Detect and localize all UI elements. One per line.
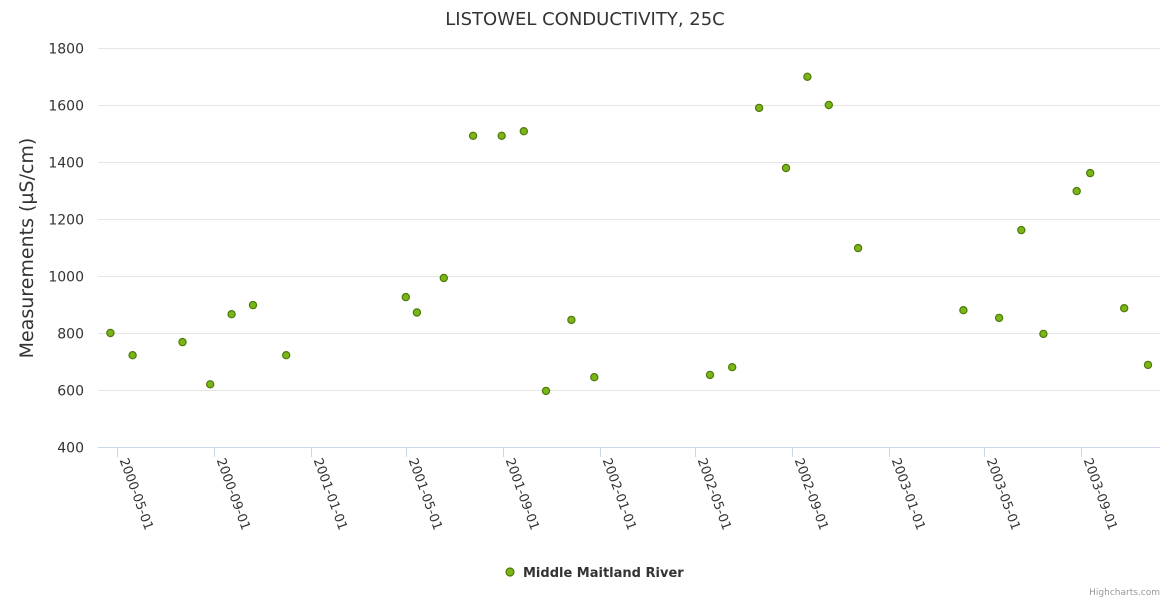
data-point[interactable]	[803, 72, 812, 82]
y-tick-label: 600	[57, 384, 84, 400]
data-point[interactable]	[1143, 360, 1153, 370]
data-point[interactable]	[705, 370, 715, 380]
data-point[interactable]	[282, 351, 291, 360]
data-point[interactable]	[824, 100, 834, 110]
data-point[interactable]	[959, 306, 968, 315]
data-point[interactable]	[590, 373, 599, 382]
data-point[interactable]	[468, 131, 478, 140]
y-tick-label: 800	[57, 327, 84, 343]
data-point[interactable]	[1085, 168, 1095, 178]
series-middle-maitland-river	[106, 72, 1153, 396]
data-point[interactable]	[567, 315, 576, 325]
y-tick-label: 1000	[48, 270, 84, 286]
data-point[interactable]	[128, 351, 137, 360]
y-tick-label: 1200	[48, 213, 84, 229]
data-point[interactable]	[519, 126, 529, 136]
data-point[interactable]	[754, 103, 764, 113]
legend[interactable]: Middle Maitland River	[505, 566, 684, 581]
data-point[interactable]	[994, 313, 1004, 323]
y-gridlines	[98, 48, 1160, 391]
data-point[interactable]	[497, 131, 506, 140]
data-point[interactable]	[401, 292, 410, 302]
credits-link[interactable]: Highcharts.com	[1089, 588, 1160, 598]
chart-title: LISTOWEL CONDUCTIVITY, 25C	[445, 9, 724, 30]
data-point[interactable]	[248, 300, 258, 310]
legend-item-label[interactable]: Middle Maitland River	[523, 566, 684, 581]
data-point[interactable]	[1119, 304, 1129, 313]
data-point[interactable]	[853, 243, 863, 253]
data-point[interactable]	[1039, 329, 1048, 339]
data-point[interactable]	[227, 310, 236, 319]
y-tick-label: 1400	[48, 156, 84, 172]
data-point[interactable]	[106, 328, 115, 338]
y-tick-label: 1600	[48, 99, 84, 115]
data-point[interactable]	[1072, 186, 1081, 196]
y-tick-label: 1800	[48, 42, 84, 58]
data-point[interactable]	[541, 386, 551, 396]
data-point[interactable]	[178, 337, 187, 347]
y-axis-ticks: 400 600 800 1000 1200 1400 1600 1800	[48, 42, 84, 457]
data-point[interactable]	[728, 363, 737, 372]
y-axis-label: Measurements (µS/cm)	[16, 138, 38, 359]
data-point[interactable]	[412, 308, 422, 317]
data-point[interactable]	[1017, 225, 1026, 235]
data-point[interactable]	[205, 380, 215, 389]
data-point[interactable]	[781, 163, 791, 173]
y-tick-label: 400	[57, 441, 84, 457]
data-point[interactable]	[439, 273, 448, 283]
legend-marker-icon[interactable]	[505, 567, 515, 577]
